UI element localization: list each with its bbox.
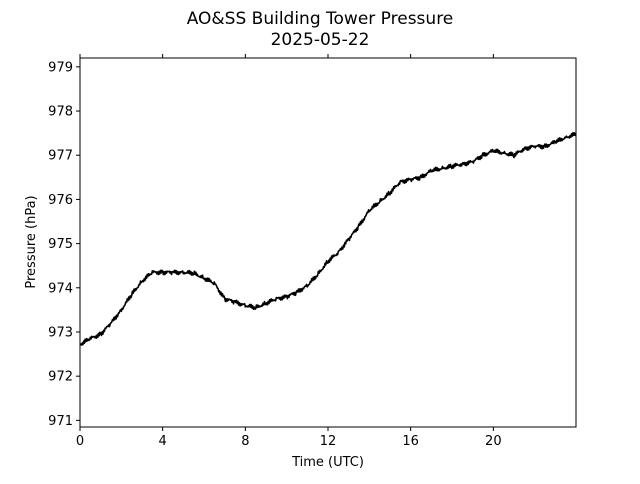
x-tick-label: 16 [402, 434, 419, 449]
plot-area [79, 131, 577, 346]
x-tick-label: 0 [76, 434, 84, 449]
x-tick-label: 20 [485, 434, 502, 449]
y-tick-label: 975 [48, 237, 73, 252]
y-tick-label: 976 [48, 193, 73, 208]
y-tick-label: 972 [48, 370, 73, 385]
plot-frame [79, 57, 577, 428]
chart-subtitle: 2025-05-22 [271, 30, 370, 50]
pressure-series-line [79, 131, 577, 346]
x-axis-label: Time (UTC) [291, 455, 364, 470]
y-axis-label: Pressure (hPa) [24, 195, 39, 288]
y-tick-label: 977 [48, 149, 73, 164]
chart-title: AO&SS Building Tower Pressure [187, 9, 454, 29]
y-tick-label: 978 [48, 105, 73, 120]
y-tick-label: 974 [48, 281, 73, 296]
x-tick-label: 12 [320, 434, 337, 449]
x-tick-label: 4 [159, 434, 167, 449]
y-tick-label: 973 [48, 325, 73, 340]
y-tick-label: 971 [48, 414, 73, 429]
x-tick-label: 8 [241, 434, 249, 449]
axis-ticks: 0 4 8 12 16 20 971 972 973 974 975 976 977 978 979 [48, 54, 502, 449]
y-tick-label: 979 [48, 60, 73, 75]
